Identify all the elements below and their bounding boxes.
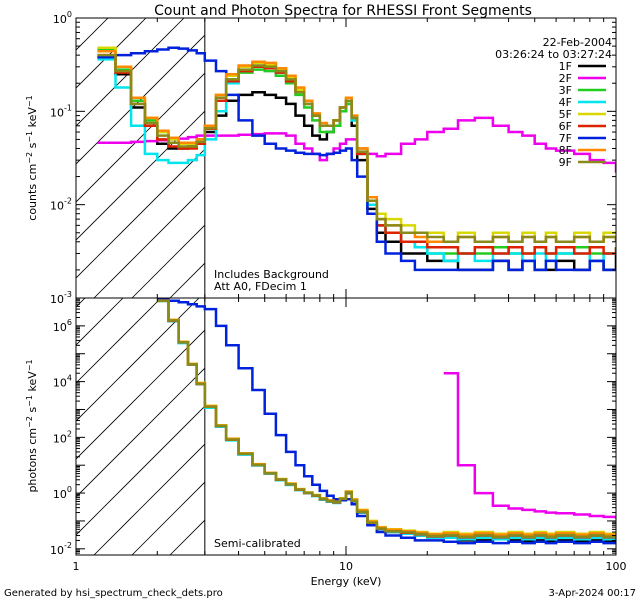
legend-label-5F: 5F xyxy=(559,108,572,121)
hatch-line xyxy=(131,224,205,298)
legend-label-4F: 4F xyxy=(559,96,572,109)
annotation-attenuator: Att A0, FDecim 1 xyxy=(214,280,307,293)
hatch-line xyxy=(322,155,640,555)
y-tick-label: 10-2 xyxy=(50,197,72,213)
legend-label-7F: 7F xyxy=(559,132,572,145)
hatch-line xyxy=(360,155,640,555)
footer-generated: Generated by hsi_spectrum_check_dets.pro xyxy=(4,588,223,599)
x-axis-tick-labels: 1 10 100 xyxy=(73,560,627,573)
hatch-line xyxy=(76,18,147,89)
background-hatch xyxy=(76,155,640,555)
hatch-line xyxy=(76,405,205,536)
hatch-line xyxy=(398,155,640,555)
count-series-9F xyxy=(97,53,616,244)
y-tick-label: 100 xyxy=(53,485,72,501)
y-tick-label: 102 xyxy=(53,429,72,445)
annotation-background: Includes Background xyxy=(214,268,329,281)
hatch-line xyxy=(76,18,185,127)
hatch-line xyxy=(131,481,205,555)
count-y-label-text: counts cm xyxy=(26,164,39,221)
x-tick-label: 100 xyxy=(606,560,627,573)
photon-y-label-text: photons cm xyxy=(26,428,39,493)
footer-date: 3-Apr-2024 00:17 xyxy=(549,588,636,599)
x-tick-label: 1 xyxy=(73,560,80,573)
hatch-line xyxy=(284,155,640,555)
hatch-line xyxy=(76,110,205,241)
y-tick-label: 104 xyxy=(53,374,72,390)
legend-label-6F: 6F xyxy=(559,120,572,133)
y-tick-label: 10-3 xyxy=(50,290,72,306)
photon-series-group xyxy=(157,298,616,545)
hatch-line xyxy=(76,72,205,203)
legend-label-9F: 9F xyxy=(559,156,572,169)
legend-label-2F: 2F xyxy=(559,72,572,85)
count-spectrum-panel: 10-3 10-2 10-1 100 counts cm−2 s−1 keV−1 In… xyxy=(0,0,617,306)
x-tick-label: 10 xyxy=(339,560,353,573)
count-series-2F xyxy=(97,116,616,173)
photon-y-axis-label: photons cm−2 s−1 keV−1 xyxy=(25,359,40,492)
y-tick-label: 106 xyxy=(53,318,72,334)
photon-series-7F xyxy=(157,298,616,545)
date-label: 22-Feb-2004 xyxy=(543,36,612,49)
photon-series-9F xyxy=(157,299,616,539)
hatch-line xyxy=(208,155,608,555)
hatch-line xyxy=(169,519,205,555)
hatch-line xyxy=(76,298,124,346)
y-tick-label: 100 xyxy=(53,10,72,26)
hatch-line xyxy=(0,0,114,298)
legend-label-1F: 1F xyxy=(559,60,572,73)
hatch-line xyxy=(93,443,205,555)
hatch-line xyxy=(76,367,205,498)
count-series-7F xyxy=(97,46,616,272)
y-tick-label: 10-2 xyxy=(50,541,72,557)
hatch-line xyxy=(76,148,205,279)
count-y-axis-label: counts cm−2 s−1 keV−1 xyxy=(25,95,40,220)
photon-axis-ticks: 10-2 100 102 104 106 xyxy=(50,297,616,557)
hatch-line xyxy=(436,155,640,555)
count-series-group xyxy=(97,46,616,272)
hatch-line xyxy=(76,298,162,384)
annotation-semicalibrated: Semi-calibrated xyxy=(214,537,301,550)
legend-label-8F: 8F xyxy=(559,144,572,157)
y-tick-label: 10-1 xyxy=(50,103,72,119)
photon-series-2F xyxy=(443,371,616,519)
hatch-line xyxy=(76,298,200,422)
hatch-line xyxy=(93,186,205,298)
legend-label-3F: 3F xyxy=(559,84,572,97)
chart-title: Count and Photon Spectra for RHESSI Fron… xyxy=(154,3,532,19)
count-series-6F xyxy=(97,53,616,255)
hatch-line xyxy=(76,329,205,460)
time-range-label: 03:26:24 to 03:27:24 xyxy=(495,48,612,61)
hatch-line xyxy=(246,155,640,555)
x-axis-label: Energy (keV) xyxy=(311,575,382,588)
photon-plot-frame xyxy=(75,297,617,556)
